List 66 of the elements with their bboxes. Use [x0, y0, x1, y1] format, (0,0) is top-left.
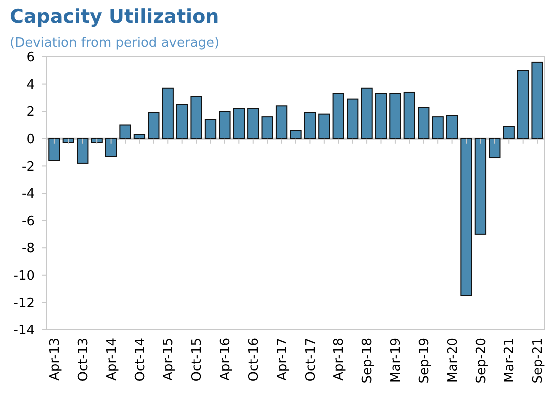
x-tick-label: Mar-21 — [502, 338, 518, 383]
bar — [375, 93, 388, 140]
bar — [318, 114, 330, 140]
x-tick-label: Apr-13 — [48, 338, 64, 381]
bar — [162, 88, 174, 140]
bar — [390, 93, 402, 140]
bar — [120, 124, 132, 140]
x-tick-label: Sep-21 — [531, 338, 546, 384]
y-tick-label: 2 — [26, 105, 35, 120]
bar — [219, 111, 231, 140]
y-tick-label: 4 — [26, 78, 35, 93]
x-tick-label: Apr-17 — [275, 338, 290, 381]
bar — [518, 70, 530, 140]
bar — [62, 138, 74, 144]
bar — [532, 62, 544, 140]
bar — [460, 138, 472, 296]
x-tick-label: Oct-17 — [304, 338, 319, 382]
bar — [204, 119, 217, 140]
bar — [361, 88, 373, 140]
x-tick-label: Sep-18 — [360, 338, 376, 384]
x-tick-label: Sep-20 — [474, 338, 490, 384]
bar — [48, 138, 60, 162]
bar — [248, 108, 260, 140]
x-tick-label: Apr-15 — [162, 338, 177, 381]
x-tick-label: Sep-19 — [417, 338, 432, 384]
bar — [176, 104, 188, 140]
y-tick-label: -8 — [22, 242, 35, 257]
x-tick-label: Apr-16 — [218, 338, 234, 381]
y-tick-label: -14 — [14, 324, 35, 339]
bar — [190, 96, 202, 140]
y-tick-label: 6 — [26, 50, 35, 66]
y-tick-label: -2 — [22, 160, 35, 175]
bar — [446, 115, 458, 140]
bar — [347, 98, 359, 140]
x-tick-label: Oct-13 — [76, 338, 92, 382]
bar — [233, 108, 245, 140]
x-tick-label: Mar-20 — [446, 338, 461, 383]
y-tick-label: -6 — [22, 214, 35, 230]
x-tick-label: Apr-14 — [104, 338, 120, 381]
bar — [503, 126, 515, 140]
y-tick-label: -4 — [22, 187, 35, 202]
bar — [77, 138, 89, 164]
bar — [134, 134, 146, 140]
bar — [404, 92, 416, 140]
x-tick-label: Oct-16 — [246, 338, 262, 382]
bar — [432, 116, 444, 140]
bar — [474, 138, 487, 235]
bar — [148, 112, 160, 140]
bar — [262, 116, 274, 140]
bar — [91, 138, 103, 144]
bar — [276, 106, 288, 140]
x-tick-label: Oct-14 — [133, 338, 148, 382]
x-tick-label: Apr-18 — [332, 338, 348, 381]
bar — [105, 138, 118, 158]
bar — [290, 130, 302, 140]
y-tick-label: 0 — [26, 132, 35, 148]
chart-title: Capacity Utilization — [10, 6, 220, 28]
bar — [304, 112, 316, 140]
x-tick-label: Oct-15 — [190, 338, 206, 382]
bar — [418, 107, 430, 140]
y-tick-label: -12 — [14, 296, 35, 312]
y-tick-label: -10 — [14, 268, 35, 284]
bar — [489, 138, 501, 159]
chart-subtitle: (Deviation from period average) — [10, 36, 220, 51]
bar — [332, 93, 344, 140]
x-tick-label: Mar-19 — [389, 338, 404, 383]
